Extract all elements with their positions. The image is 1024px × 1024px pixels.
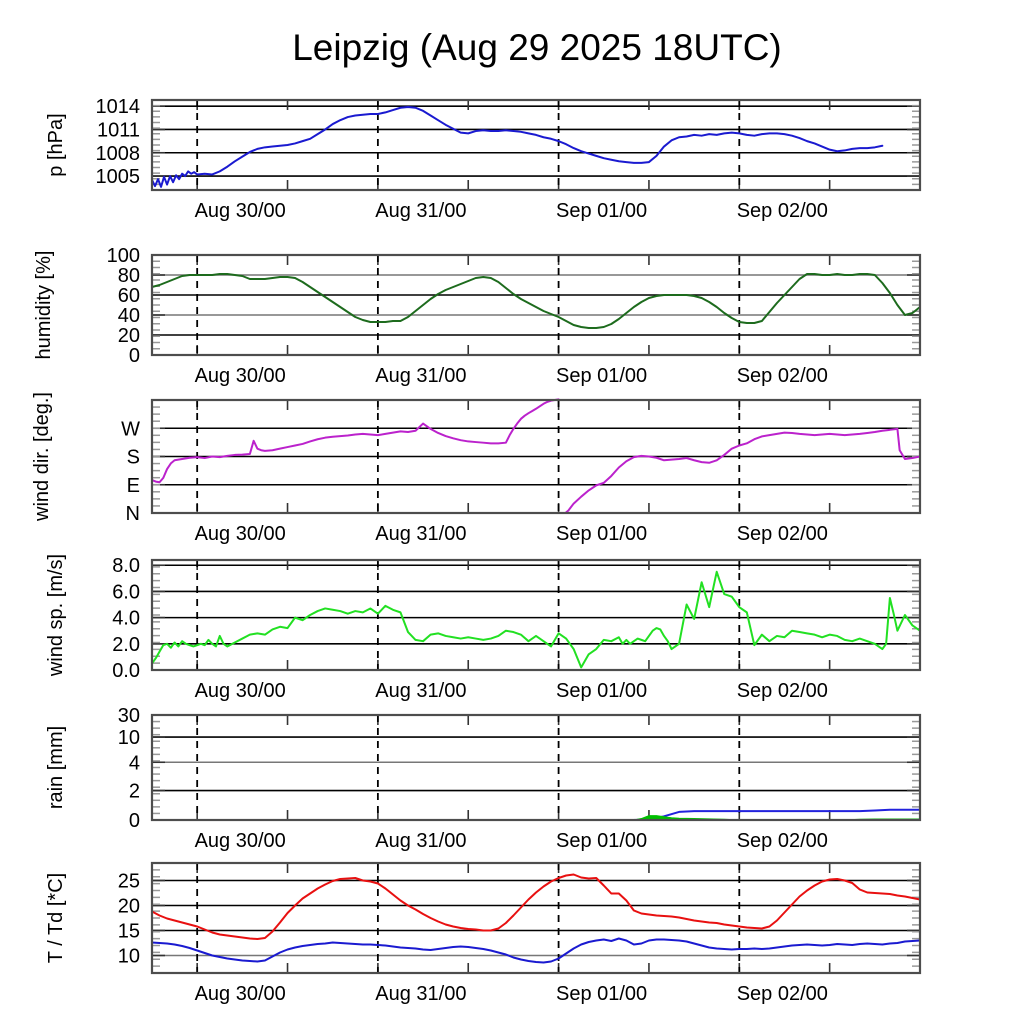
series-p	[151, 105, 884, 188]
x-tick-label: Sep 01/00	[556, 200, 647, 222]
x-tick-label: Aug 30/00	[195, 200, 286, 222]
x-tick-label: Aug 30/00	[195, 365, 286, 387]
x-tick-label: Sep 01/00	[556, 365, 647, 387]
y-axis-label: T / Td [*C]	[45, 873, 67, 963]
y-tick-label: 80	[118, 265, 140, 287]
y-tick-label: E	[127, 475, 140, 497]
y-tick-label: 10	[118, 727, 140, 749]
y-tick-label: 1014	[96, 96, 141, 118]
page-title: Leipzig (Aug 29 2025 18UTC)	[292, 27, 782, 68]
y-tick-label: 20	[118, 896, 140, 918]
series-ff	[151, 570, 921, 669]
y-tick-label: 20	[118, 325, 140, 347]
y-tick-label: 2.0	[112, 634, 140, 656]
x-tick-label: Aug 30/00	[195, 523, 286, 545]
y-tick-label: 1011	[97, 119, 140, 141]
y-tick-label: 15	[118, 921, 140, 943]
y-axis-label: rain [mm]	[45, 726, 67, 809]
y-tick-label: 2	[129, 781, 140, 803]
y-tick-label: 25	[118, 871, 140, 893]
y-tick-label: 10	[118, 946, 140, 968]
panel-frame	[150, 713, 922, 822]
y-tick-label: W	[121, 418, 140, 440]
y-tick-label: 0	[129, 810, 140, 832]
x-tick-label: Sep 02/00	[737, 365, 828, 387]
x-tick-label: Aug 30/00	[195, 680, 286, 702]
panel-temperature: 10 15 20 25 T / Td [*C] Aug 30/00 Aug 31/00 Sep…	[45, 861, 922, 1005]
x-tick-label: Aug 31/00	[375, 830, 466, 852]
y-tick-label: 100	[107, 245, 140, 267]
x-tick-label: Sep 01/00	[556, 830, 647, 852]
series-t	[151, 873, 921, 940]
panel-frame	[150, 98, 922, 192]
y-tick-label: 0	[129, 345, 140, 367]
x-tick-label: Aug 31/00	[375, 523, 466, 545]
x-tick-label: Sep 02/00	[737, 680, 828, 702]
x-tick-label: Sep 02/00	[737, 830, 828, 852]
y-tick-label: 40	[118, 305, 140, 327]
x-tick-label: Sep 01/00	[556, 983, 647, 1005]
panel-frame	[150, 558, 922, 672]
x-tick-label: Aug 31/00	[375, 680, 466, 702]
panel-frame	[150, 253, 922, 357]
y-tick-label: N	[126, 503, 140, 525]
panel-frame	[150, 398, 922, 515]
x-tick-label: Aug 31/00	[375, 983, 466, 1005]
series-dir2	[565, 427, 921, 514]
x-tick-label: Aug 31/00	[375, 365, 466, 387]
y-tick-label: 1005	[96, 166, 141, 188]
y-axis-label: wind sp. [m/s]	[45, 554, 67, 677]
y-tick-label: 1008	[96, 143, 141, 165]
x-tick-label: Aug 30/00	[195, 983, 286, 1005]
x-tick-label: Sep 02/00	[737, 523, 828, 545]
y-tick-label: 4	[129, 752, 140, 774]
panel-wind_speed: 0.0 2.0 4.0 6.0 8.0 wind sp. [m/s] Aug 30/00 Au…	[45, 554, 922, 702]
series-dir	[151, 398, 560, 484]
y-axis-label: p [hPa]	[45, 113, 67, 176]
x-tick-label: Sep 01/00	[556, 680, 647, 702]
series-td	[151, 937, 921, 964]
y-tick-label: S	[127, 447, 140, 469]
x-tick-label: Aug 31/00	[375, 200, 466, 222]
x-tick-label: Sep 01/00	[556, 523, 647, 545]
x-tick-label: Aug 30/00	[195, 830, 286, 852]
y-axis-label: humidity [%]	[33, 251, 55, 360]
y-tick-label: 0.0	[112, 660, 140, 682]
x-tick-label: Sep 02/00	[737, 983, 828, 1005]
y-tick-label: 60	[118, 285, 140, 307]
y-tick-label: 4.0	[112, 608, 140, 630]
y-tick-label: 6.0	[112, 581, 140, 603]
y-tick-label: 8.0	[112, 555, 140, 577]
series-rh	[151, 273, 921, 329]
panel-frame	[150, 861, 922, 975]
y-tick-label: 30	[118, 705, 140, 727]
x-tick-label: Sep 02/00	[737, 200, 828, 222]
y-axis-label: wind dir. [deg.]	[31, 392, 53, 522]
